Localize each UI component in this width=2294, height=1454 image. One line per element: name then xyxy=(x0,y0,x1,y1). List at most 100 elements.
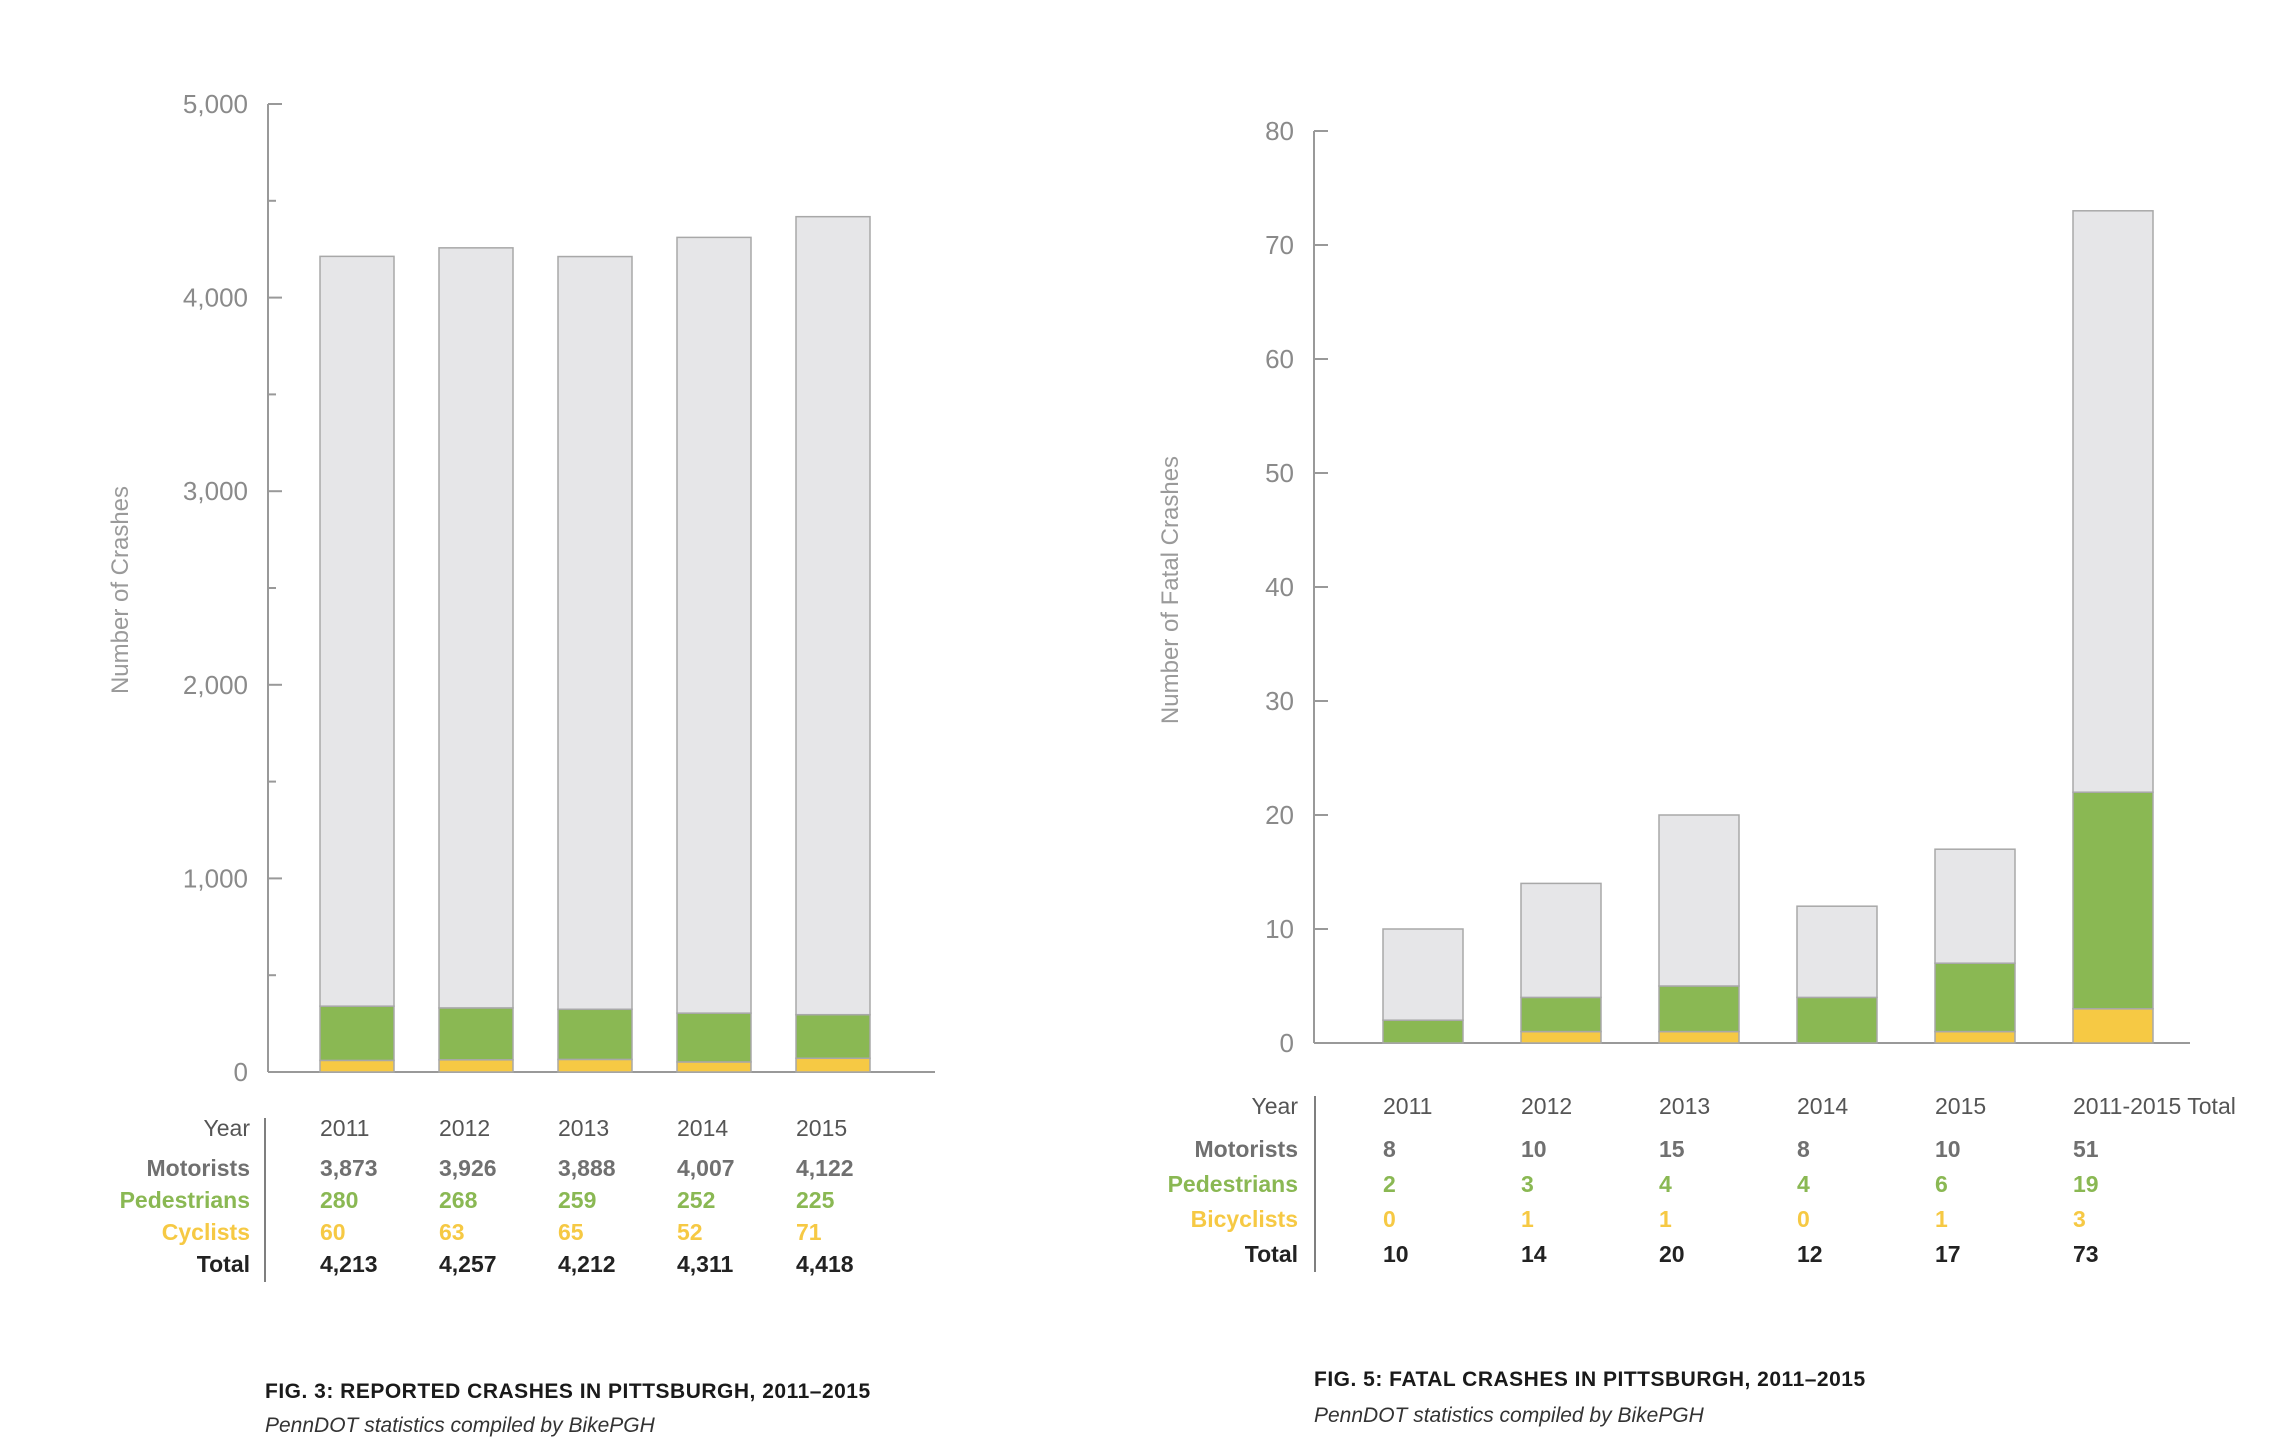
table-cell-motorists: 8 xyxy=(1383,1136,1396,1162)
table-year-label: 2011 xyxy=(320,1115,369,1141)
table-cell-pedestrians: 259 xyxy=(558,1187,596,1213)
table-row-label-motorists: Motorists xyxy=(1195,1136,1299,1162)
table-cell-cyclists: 3 xyxy=(2073,1206,2086,1232)
y-tick-label: 1,000 xyxy=(183,863,248,893)
pedestrians-bar-segment xyxy=(1934,962,2016,1033)
table-cell-motorists: 51 xyxy=(2073,1136,2099,1162)
table-row-label-total: Total xyxy=(197,1251,250,1277)
motorists-bar-segment xyxy=(1520,882,1602,999)
table-cell-motorists: 15 xyxy=(1659,1136,1685,1162)
motorists-bar-segment xyxy=(1934,848,2016,964)
table-cell-pedestrians: 252 xyxy=(677,1187,715,1213)
pedestrians-bar-segment xyxy=(1520,996,1602,1033)
table-year-label: 2013 xyxy=(1659,1093,1710,1119)
y-tick-label: 20 xyxy=(1265,800,1294,830)
table-cell-pedestrians: 19 xyxy=(2073,1171,2099,1197)
table-cell-cyclists: 1 xyxy=(1935,1206,1948,1232)
table-cell-total: 4,257 xyxy=(439,1251,497,1277)
table-year-label: 2012 xyxy=(1521,1093,1572,1119)
y-tick-label: 40 xyxy=(1265,572,1294,602)
y-tick-label: 5,000 xyxy=(183,89,248,119)
table-cell-total: 10 xyxy=(1383,1241,1409,1267)
table-cell-motorists: 3,888 xyxy=(558,1155,616,1181)
pedestrians-bar-segment xyxy=(557,1008,633,1061)
motorists-bar-segment xyxy=(795,215,871,1016)
table-cell-cyclists: 52 xyxy=(677,1219,703,1245)
motorists-bar-segment xyxy=(438,247,514,1009)
pedestrians-bar-segment xyxy=(676,1012,752,1063)
motorists-bar-segment xyxy=(1796,905,1878,999)
table-cell-pedestrians: 4 xyxy=(1797,1171,1810,1197)
y-tick-label: 30 xyxy=(1265,686,1294,716)
table-cell-cyclists: 60 xyxy=(320,1219,346,1245)
y-tick-label: 10 xyxy=(1265,914,1294,944)
pedestrians-bar-segment xyxy=(795,1013,871,1060)
table-cell-total: 73 xyxy=(2073,1241,2099,1267)
y-tick-label: 50 xyxy=(1265,458,1294,488)
table-cell-total: 4,311 xyxy=(677,1251,733,1277)
table-cell-pedestrians: 268 xyxy=(439,1187,478,1213)
table-year-label: 2011 xyxy=(1383,1093,1432,1119)
table-cell-cyclists: 1 xyxy=(1521,1206,1534,1232)
cyclists-bar-segment xyxy=(1520,1030,1602,1044)
table-cell-motorists: 3,926 xyxy=(439,1155,497,1181)
table-cell-cyclists: 0 xyxy=(1383,1206,1396,1232)
table-cell-cyclists: 65 xyxy=(558,1219,584,1245)
y-tick-label: 0 xyxy=(1280,1028,1294,1058)
table-year-label: 2013 xyxy=(558,1115,609,1141)
y-tick-label: 3,000 xyxy=(183,476,248,506)
cyclists-bar-segment xyxy=(1658,1030,1740,1044)
table-cell-total: 14 xyxy=(1521,1241,1547,1267)
motorists-bar-segment xyxy=(2072,210,2154,793)
figure-caption: FIG. 5: FATAL CRASHES IN PITTSBURGH, 201… xyxy=(1314,1368,1866,1391)
table-row-label-pedestrians: Pedestrians xyxy=(1168,1171,1298,1197)
table-cell-pedestrians: 3 xyxy=(1521,1171,1534,1197)
table-cell-pedestrians: 225 xyxy=(796,1187,835,1213)
cyclists-bar-segment xyxy=(795,1057,871,1073)
cyclists-bar-segment xyxy=(438,1059,514,1073)
table-cell-total: 20 xyxy=(1659,1241,1685,1267)
y-tick-label: 60 xyxy=(1265,344,1294,374)
pedestrians-bar-segment xyxy=(1658,985,1740,1033)
table-row-label-cyclists: Cyclists xyxy=(162,1219,250,1245)
motorists-bar-segment xyxy=(1658,814,1740,987)
table-cell-motorists: 8 xyxy=(1797,1136,1810,1162)
table-cell-motorists: 3,873 xyxy=(320,1155,378,1181)
motorists-bar-segment xyxy=(557,255,633,1011)
y-tick-label: 4,000 xyxy=(183,283,248,313)
table-row-label-total: Total xyxy=(1245,1241,1298,1267)
table-cell-motorists: 4,007 xyxy=(677,1155,735,1181)
table-cell-pedestrians: 4 xyxy=(1659,1171,1672,1197)
y-tick-label: 0 xyxy=(234,1057,248,1087)
table-header-label: Year xyxy=(204,1115,251,1141)
y-tick-label: 2,000 xyxy=(183,670,248,700)
table-cell-motorists: 4,122 xyxy=(796,1155,854,1181)
table-cell-cyclists: 71 xyxy=(796,1219,822,1245)
pedestrians-bar-segment xyxy=(319,1005,395,1062)
table-year-label: 2014 xyxy=(677,1115,728,1141)
table-cell-pedestrians: 280 xyxy=(320,1187,358,1213)
cyclists-bar-segment xyxy=(1934,1030,2016,1044)
figure-source: PennDOT statistics compiled by BikePGH xyxy=(265,1414,656,1437)
table-year-label: 2015 xyxy=(1935,1093,1986,1119)
pedestrians-bar-segment xyxy=(2072,791,2154,1010)
figure-source: PennDOT statistics compiled by BikePGH xyxy=(1314,1404,1705,1427)
cyclists-bar-segment xyxy=(2072,1008,2154,1044)
y-axis-title: Number of Crashes xyxy=(107,486,134,694)
y-tick-label: 80 xyxy=(1265,116,1294,146)
table-row-label-cyclists: Bicyclists xyxy=(1191,1206,1298,1232)
table-year-label: 2012 xyxy=(439,1115,490,1141)
table-cell-cyclists: 0 xyxy=(1797,1206,1810,1232)
reported-crashes-chart: 0 1,000 2,000 3,000 4,000 5,000 Number of Cras… xyxy=(107,89,935,1437)
table-year-label: 2015 xyxy=(796,1115,847,1141)
cyclists-bar-segment xyxy=(676,1061,752,1073)
motorists-bar-segment xyxy=(676,236,752,1014)
table-header-label: Year xyxy=(1252,1093,1299,1119)
table-cell-total: 4,418 xyxy=(796,1251,854,1277)
table-row-label-motorists: Motorists xyxy=(147,1155,251,1181)
motorists-bar-segment xyxy=(1382,928,1464,1021)
cyclists-bar-segment xyxy=(319,1059,395,1073)
y-tick-label: 70 xyxy=(1265,230,1294,260)
table-cell-total: 17 xyxy=(1935,1241,1961,1267)
